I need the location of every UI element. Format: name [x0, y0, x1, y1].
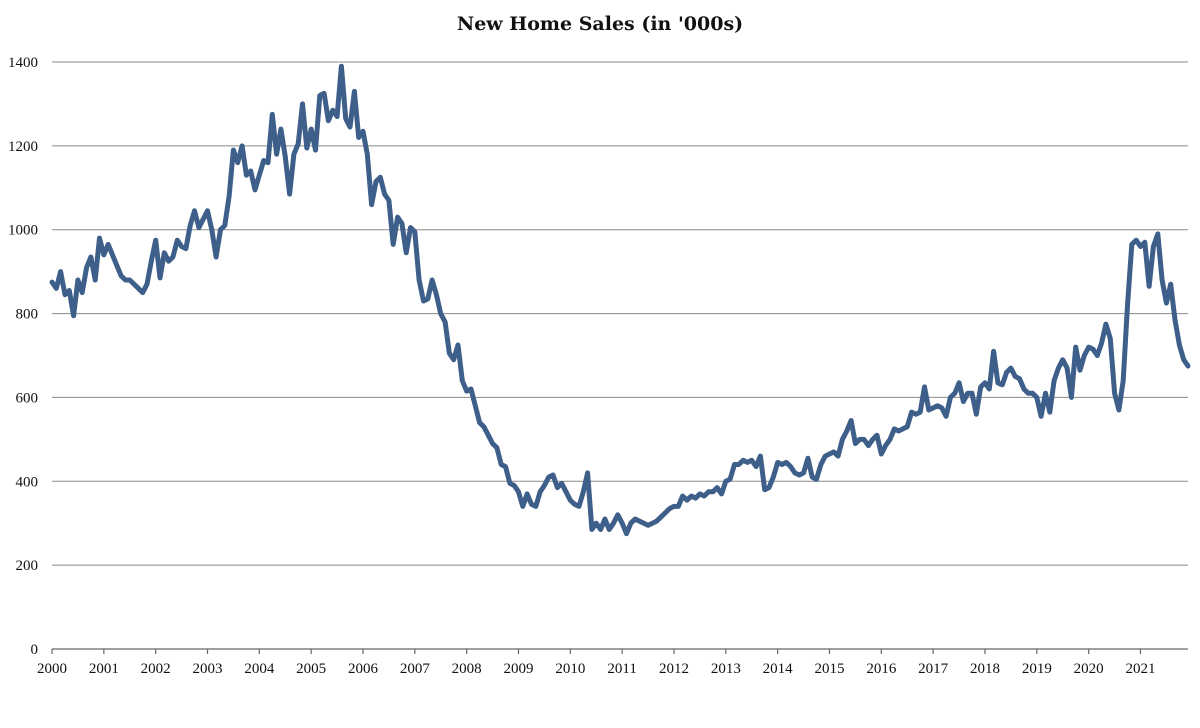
series-line-0: [49, 63, 1191, 537]
y-tick-label: 0: [31, 642, 39, 658]
x-tick-label: 2010: [555, 661, 585, 677]
y-axis-ticks: 0 200 400 600 800 1000 1200 1400: [8, 55, 38, 658]
x-tick-label: 2006: [348, 661, 379, 677]
y-tick-label: 800: [16, 307, 39, 323]
y-tick-label: 600: [16, 390, 39, 406]
x-tick-label: 2015: [814, 661, 844, 677]
x-tick-label: 2020: [1074, 661, 1104, 677]
x-tick-label: 2004: [244, 661, 275, 677]
x-tick-label: 2012: [659, 661, 689, 677]
x-tick-label: 2013: [711, 661, 741, 677]
x-tick-label: 2021: [1125, 661, 1155, 677]
y-tick-label: 400: [16, 474, 39, 490]
y-tick-label: 1200: [8, 139, 38, 155]
y-tick-label: 200: [16, 558, 39, 574]
x-tick-label: 2019: [1022, 661, 1052, 677]
x-tick-label: 2018: [970, 661, 1000, 677]
x-tick-label: 2009: [503, 661, 533, 677]
y-tick-label: 1000: [8, 223, 38, 239]
gridlines: [52, 61, 1188, 566]
x-tick-label: 2003: [192, 661, 222, 677]
y-tick-label: 1400: [8, 55, 38, 71]
x-tick-label: 2014: [763, 661, 794, 677]
x-tick-label: 2011: [607, 661, 636, 677]
x-tick-label: 2000: [37, 661, 67, 677]
x-tick-label: 2008: [452, 661, 482, 677]
x-tick-label: 2017: [918, 661, 949, 677]
x-tick-label: 2007: [400, 661, 431, 677]
chart-title: New Home Sales (in '000s): [457, 13, 743, 35]
series-layer: [49, 63, 1191, 537]
x-tick-label: 2001: [89, 661, 119, 677]
x-tick-label: 2005: [296, 661, 326, 677]
x-tick-label: 2002: [141, 661, 171, 677]
x-tick-label: 2016: [866, 661, 897, 677]
x-axis-ticks: 2000 2001 2002 2003 2004 2005 2006 2007 2008 2009…: [37, 649, 1155, 677]
